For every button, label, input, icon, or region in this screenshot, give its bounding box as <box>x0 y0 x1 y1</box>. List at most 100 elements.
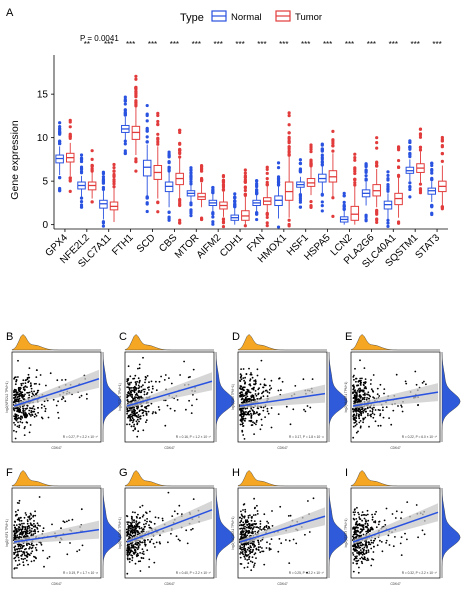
scatter-point <box>191 404 193 407</box>
scatter-point <box>34 413 37 416</box>
outlier-point <box>364 217 368 222</box>
scatter-point <box>364 416 367 419</box>
scatter-point <box>13 429 15 432</box>
scatter-point <box>30 387 33 390</box>
box-tumor-scd <box>153 111 163 214</box>
scatter-point <box>138 381 141 384</box>
scatter-point <box>35 557 37 560</box>
scatter-point <box>354 394 356 397</box>
scatter-point <box>20 394 23 397</box>
scatter-point <box>134 427 137 429</box>
scatter-point <box>248 397 251 400</box>
scatter-point <box>14 407 17 410</box>
scatter-point <box>400 404 402 407</box>
scatter-point <box>140 396 143 399</box>
scatter-point <box>164 374 167 376</box>
scatter-point <box>244 510 247 513</box>
scatter-point <box>127 546 129 549</box>
scatter-point <box>14 383 17 386</box>
scatter-point <box>253 507 256 510</box>
scatter-point <box>280 542 283 545</box>
scatter-point <box>33 390 35 393</box>
scatter-point <box>125 515 128 517</box>
y-axis-label: log2(FXN TPM+1) <box>231 384 235 410</box>
outlier-point <box>145 209 149 214</box>
scatter-point <box>250 517 253 519</box>
scatter-point <box>250 372 252 374</box>
scatter-point <box>355 398 358 401</box>
y-axis-label: log2(HSF1 TPM+1) <box>5 519 9 547</box>
scatter-point <box>251 556 254 559</box>
scatter-point <box>392 545 395 548</box>
scatter-point <box>25 559 28 562</box>
scatter-point <box>360 414 363 417</box>
box-normal-gpx4 <box>55 121 64 193</box>
scatter-point <box>18 535 21 538</box>
scatter-point <box>251 424 254 426</box>
outlier-point <box>178 201 182 205</box>
panel-letter: D <box>232 331 240 343</box>
scatter-point <box>306 571 308 574</box>
scatter-point <box>254 552 257 555</box>
scatter-point <box>362 533 365 536</box>
scatter-point <box>355 562 358 565</box>
scatter-point <box>239 556 242 559</box>
scatter-point <box>151 385 154 388</box>
scatter-point <box>387 534 390 537</box>
scatter-point <box>132 544 135 547</box>
outlier-point <box>320 153 324 157</box>
scatter-point <box>242 407 245 410</box>
x-axis-label: CDK47 <box>51 582 62 586</box>
scatter-point <box>43 565 45 568</box>
scatter-point <box>21 534 24 536</box>
outlier-point <box>112 162 116 167</box>
scatter-point <box>137 545 140 548</box>
scatter-point <box>372 416 375 419</box>
scatter-point <box>240 398 243 401</box>
scatter-point <box>37 524 40 527</box>
scatter-point <box>146 520 148 523</box>
scatter-point <box>34 530 37 533</box>
scatter-point <box>379 409 381 412</box>
scatter-point <box>62 520 65 523</box>
scatter-point <box>26 530 28 533</box>
scatter-point <box>137 560 140 563</box>
outlier-point <box>386 173 390 178</box>
scatter-point <box>167 541 169 544</box>
scatter-point <box>126 521 129 523</box>
scatter-point <box>128 553 130 556</box>
outlier-point <box>112 172 116 177</box>
scatter-point <box>354 367 356 370</box>
scatter-point <box>253 523 256 525</box>
scatter-point <box>23 427 26 430</box>
scatter-point <box>152 411 155 413</box>
scatter-point <box>126 386 129 389</box>
scatter-point <box>140 557 143 559</box>
scatter-point <box>270 387 273 390</box>
outlier-point <box>90 163 94 167</box>
scatter-point <box>33 528 36 531</box>
scatter-point <box>362 383 365 386</box>
scatter-point <box>355 431 358 434</box>
scatter-point <box>17 411 20 413</box>
scatter-point <box>374 521 377 524</box>
outlier-point <box>178 141 182 146</box>
scatter-point <box>142 514 145 516</box>
scatter-point <box>242 417 245 420</box>
box-tumor-cbs <box>175 128 184 225</box>
scatter-point <box>23 415 26 418</box>
scatter-point <box>128 423 131 426</box>
scatter-point <box>139 506 142 508</box>
scatter-point <box>22 382 24 385</box>
outlier-point <box>90 200 94 204</box>
scatter-point <box>86 397 88 400</box>
scatter-point <box>142 356 144 359</box>
scatter-point <box>267 522 270 524</box>
scatter-point <box>352 413 355 416</box>
scatter-point <box>147 404 150 407</box>
scatter-point <box>141 412 144 414</box>
scatter-point <box>245 373 248 376</box>
scatter-point <box>143 526 146 528</box>
scatter-point <box>39 374 42 376</box>
